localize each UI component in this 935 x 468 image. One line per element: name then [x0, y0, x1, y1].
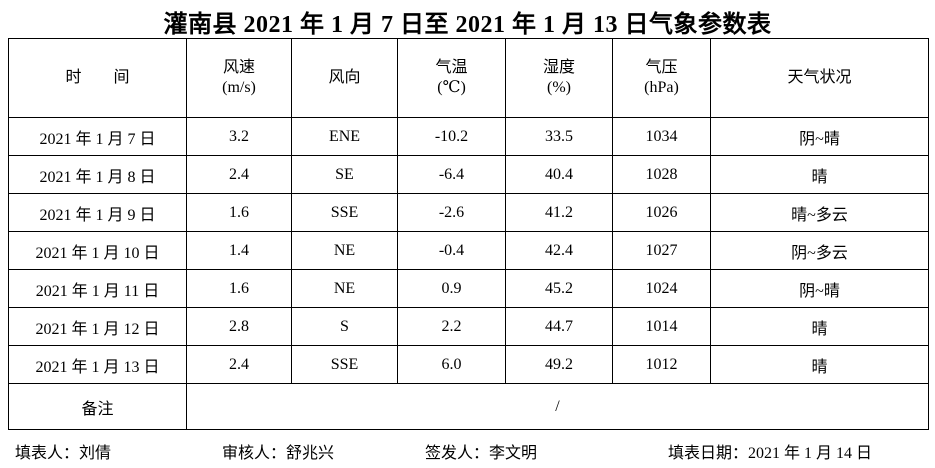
cell-pressure: 1034 — [612, 117, 711, 156]
col-header-time-label: 时 间 — [65, 69, 130, 86]
cell-weather: 阴~晴 — [710, 269, 929, 308]
cell-wind-speed: 1.6 — [186, 193, 292, 232]
cell-weather: 晴~多云 — [710, 193, 929, 232]
table-row: 2021 年 1 月 10 日 1.4 NE -0.4 42.4 1027 阴~… — [8, 231, 929, 270]
cell-humidity: 40.4 — [505, 155, 613, 194]
cell-date: 2021 年 1 月 11 日 — [8, 269, 187, 308]
cell-humidity: 49.2 — [505, 345, 613, 384]
cell-pressure: 1028 — [612, 155, 711, 194]
cell-weather: 晴 — [710, 345, 929, 384]
cell-weather: 阴~多云 — [710, 231, 929, 270]
cell-humidity: 45.2 — [505, 269, 613, 308]
col-header-weather: 天气状况 — [710, 38, 929, 118]
cell-pressure: 1012 — [612, 345, 711, 384]
cell-temperature: -6.4 — [397, 155, 506, 194]
cell-wind-direction: SSE — [291, 345, 398, 384]
fill-date-label: 填表日期：2021 年 1 月 14 日 — [668, 444, 873, 462]
cell-humidity: 42.4 — [505, 231, 613, 270]
cell-humidity: 44.7 — [505, 307, 613, 346]
table-row: 2021 年 1 月 7 日 3.2 ENE -10.2 33.5 1034 阴… — [8, 117, 929, 156]
table-row: 2021 年 1 月 13 日 2.4 SSE 6.0 49.2 1012 晴 — [8, 345, 929, 384]
cell-temperature: -10.2 — [397, 117, 506, 156]
cell-wind-direction: NE — [291, 269, 398, 308]
reviewed-by-label: 审核人：舒兆兴 — [222, 444, 335, 462]
remark-label: 备注 — [8, 383, 187, 430]
cell-weather: 晴 — [710, 155, 929, 194]
col-header-time: 时 间 — [8, 38, 187, 118]
cell-pressure: 1027 — [612, 231, 711, 270]
cell-wind-speed: 2.4 — [186, 155, 292, 194]
cell-temperature: 6.0 — [397, 345, 506, 384]
cell-wind-speed: 1.6 — [186, 269, 292, 308]
cell-wind-speed: 2.8 — [186, 307, 292, 346]
cell-date: 2021 年 1 月 12 日 — [8, 307, 187, 346]
cell-humidity: 41.2 — [505, 193, 613, 232]
cell-date: 2021 年 1 月 8 日 — [8, 155, 187, 194]
cell-pressure: 1024 — [612, 269, 711, 308]
cell-date: 2021 年 1 月 7 日 — [8, 117, 187, 156]
cell-date: 2021 年 1 月 13 日 — [8, 345, 187, 384]
weather-table: 时 间 风速 (m/s) 风向 气温 (℃) 湿度 (%) — [8, 38, 929, 430]
col-header-temperature: 气温 (℃) — [397, 38, 506, 118]
cell-weather: 阴~晴 — [710, 117, 929, 156]
cell-wind-speed: 3.2 — [186, 117, 292, 156]
page-title: 灌南县 2021 年 1 月 7 日至 2021 年 1 月 13 日气象参数表 — [163, 12, 772, 38]
signature-footer: 填表人：刘倩 审核人：舒兆兴 签发人：李文明 填表日期：2021 年 1 月 1… — [0, 433, 935, 468]
cell-temperature: 0.9 — [397, 269, 506, 308]
remark-row: 备注 / — [8, 383, 929, 430]
cell-wind-direction: SE — [291, 155, 398, 194]
table-row: 2021 年 1 月 11 日 1.6 NE 0.9 45.2 1024 阴~晴 — [8, 269, 929, 308]
table-header-row: 时 间 风速 (m/s) 风向 气温 (℃) 湿度 (%) — [8, 38, 929, 118]
cell-wind-speed: 1.4 — [186, 231, 292, 270]
table-row: 2021 年 1 月 9 日 1.6 SSE -2.6 41.2 1026 晴~… — [8, 193, 929, 232]
cell-temperature: -2.6 — [397, 193, 506, 232]
cell-wind-direction: SSE — [291, 193, 398, 232]
cell-temperature: 2.2 — [397, 307, 506, 346]
cell-humidity: 33.5 — [505, 117, 613, 156]
cell-pressure: 1026 — [612, 193, 711, 232]
table-row: 2021 年 1 月 8 日 2.4 SE -6.4 40.4 1028 晴 — [8, 155, 929, 194]
cell-weather: 晴 — [710, 307, 929, 346]
cell-date: 2021 年 1 月 10 日 — [8, 231, 187, 270]
issued-by-label: 签发人：李文明 — [425, 444, 538, 462]
cell-pressure: 1014 — [612, 307, 711, 346]
col-header-wind-speed: 风速 (m/s) — [186, 38, 292, 118]
filled-by-label: 填表人：刘倩 — [15, 444, 112, 462]
remark-value: / — [186, 383, 929, 430]
col-header-wind-direction: 风向 — [291, 38, 398, 118]
table-row: 2021 年 1 月 12 日 2.8 S 2.2 44.7 1014 晴 — [8, 307, 929, 346]
cell-wind-direction: NE — [291, 231, 398, 270]
col-header-humidity: 湿度 (%) — [505, 38, 613, 118]
cell-wind-direction: S — [291, 307, 398, 346]
cell-wind-speed: 2.4 — [186, 345, 292, 384]
col-header-pressure: 气压 (hPa) — [612, 38, 711, 118]
cell-temperature: -0.4 — [397, 231, 506, 270]
cell-wind-direction: ENE — [291, 117, 398, 156]
cell-date: 2021 年 1 月 9 日 — [8, 193, 187, 232]
